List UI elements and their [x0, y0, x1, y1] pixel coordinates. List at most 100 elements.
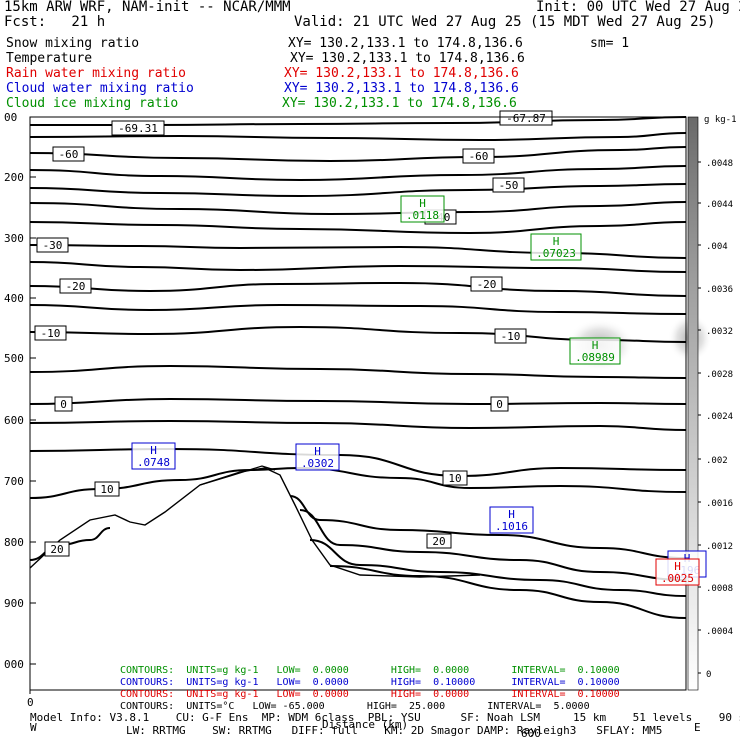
maximum-symbol: H	[314, 445, 321, 458]
contour-label-box	[490, 396, 509, 412]
x-right-marker: E	[694, 721, 701, 734]
contour-label: -30	[43, 239, 63, 252]
contour-legend-line: CONTOURS: UNITS=g kg-1 LOW= 0.0000 HIGH=…	[120, 677, 620, 688]
contour-label-box	[111, 120, 165, 136]
colorbar-tick-label: .0044	[706, 200, 733, 210]
y-tick-label: 00	[4, 111, 17, 124]
contour-label: -10	[501, 330, 521, 343]
temperature-contour	[29, 183, 687, 198]
terrain-ridge	[199, 465, 276, 486]
colorbar-tick-label: .0032	[706, 327, 733, 337]
field-xy-rain: XY= 130.2,133.1 to 174.8,136.6	[284, 66, 519, 81]
maximum-value: .07023	[536, 247, 576, 260]
colorbar-tick-label: .0008	[706, 584, 733, 594]
temperature-contour	[29, 364, 687, 379]
valid-time: Valid: 21 UTC Wed 27 Aug 25 (15 MDT Wed …	[294, 14, 716, 30]
x-tick-label: 600	[521, 727, 541, 740]
field-xy-cloud-water: XY= 130.2,133.1 to 174.8,136.6	[284, 81, 519, 96]
colorbar-tick-label: .004	[706, 242, 728, 252]
field-xy-temperature: XY= 130.2,133.1 to 174.8,136.6	[290, 51, 525, 66]
contour-label-box	[94, 481, 120, 497]
contour-label-box	[54, 396, 73, 412]
colorbar	[687, 116, 699, 691]
temperature-contour	[29, 466, 687, 499]
field-name-cloud-ice: Cloud ice mixing ratio	[6, 96, 179, 111]
colorbar-tick-label: .0004	[706, 627, 733, 637]
contour-label-box	[426, 533, 452, 549]
y-tick-label: 800	[4, 536, 24, 549]
temperature-contour	[329, 565, 687, 619]
field-xy-cloud-ice: XY= 130.2,133.1 to 174.8,136.6	[282, 96, 517, 111]
model-info-line: Model Info: V3.8.1 CU: G-F Ens MP: WDM 6…	[30, 711, 740, 724]
y-tick-label: 400	[4, 292, 24, 305]
maximum-value: .0748	[137, 456, 170, 469]
temperature-contour	[29, 146, 687, 163]
contour-label-box	[492, 177, 525, 193]
contour-label: -60	[469, 150, 489, 163]
maximum-symbol: H	[592, 339, 599, 352]
forecast-hour: Fcst: 21 h	[4, 14, 106, 30]
colorbar-tick-label: .0016	[706, 499, 733, 509]
contour-label-box	[36, 237, 69, 253]
colorbar-tick-label: .002	[706, 456, 728, 466]
maximum-value: .0118	[406, 209, 439, 222]
x-tick-label: 0	[27, 696, 34, 709]
maximum-box	[400, 195, 445, 223]
temperature-contour	[29, 397, 687, 406]
y-tick-label: 000	[4, 658, 24, 671]
contour-label: 0	[496, 398, 503, 411]
contour-label: -69.31	[118, 122, 158, 135]
contour-label-box	[59, 278, 92, 294]
y-tick-label: 600	[4, 414, 24, 427]
maximum-box	[569, 337, 621, 365]
contour-label-box	[44, 541, 70, 557]
temperature-contour	[29, 132, 687, 142]
temperature-contour	[309, 539, 687, 597]
contour-label: 10	[448, 472, 461, 485]
temperature-contour	[29, 419, 687, 431]
temperature-contour	[299, 509, 687, 581]
x-left-marker: W	[30, 721, 37, 734]
field-name-cloud-water: Cloud water mixing ratio	[6, 81, 194, 96]
init-time: Init: 00 UTC Wed 27 Aug 25	[536, 0, 740, 15]
temperature-contour	[29, 244, 687, 259]
model-title: 15km ARW WRF, NAM-init -- NCAR/MMM	[4, 0, 291, 15]
contour-label: -20	[66, 280, 86, 293]
contour-legend-line: CONTOURS: UNITS=°C LOW= -65.000 HIGH= 25…	[120, 701, 590, 712]
maximum-box	[489, 506, 534, 534]
contour-label-box	[442, 470, 468, 486]
x-axis-label: Distance (km)	[322, 718, 408, 731]
colorbar-units: g kg-1	[704, 115, 737, 125]
colorbar-tick-label: .0024	[706, 412, 733, 422]
contour-label: -10	[41, 327, 61, 340]
field-name-rain: Rain water mixing ratio	[6, 66, 187, 81]
colorbar-tick-label: .0048	[706, 159, 733, 169]
colorbar-tick-label: .0012	[706, 542, 733, 552]
terrain-outline	[29, 467, 481, 578]
contour-label-box	[34, 325, 67, 341]
contour-label: -67.87	[506, 112, 546, 125]
field-xy-snow: XY= 130.2,133.1 to 174.8,136.6	[288, 36, 523, 51]
contour-label: 0	[60, 398, 67, 411]
maximum-symbol: H	[553, 235, 560, 248]
y-tick-label: 300	[4, 232, 24, 245]
physics-info-line: LW: RRTMG SW: RRTMG DIFF: full KM: 2D Sm…	[126, 724, 663, 737]
contour-label: -60	[59, 148, 79, 161]
field-name-snow: Snow mixing ratio	[6, 36, 140, 51]
y-tick-label: 900	[4, 597, 24, 610]
maximum-symbol: H	[419, 197, 426, 210]
contour-label-box	[494, 328, 527, 344]
colorbar-tick-label: 0	[706, 670, 711, 680]
colorbar-tick-label: .0028	[706, 370, 733, 380]
contour-label-box	[470, 276, 503, 292]
contour-label-box	[499, 110, 553, 126]
temperature-contour	[29, 303, 687, 315]
maximum-symbol: H	[150, 444, 157, 457]
maximum-box	[131, 442, 176, 470]
temperature-contour	[29, 221, 687, 235]
maximum-box	[530, 233, 582, 261]
y-tick-label: 200	[4, 171, 24, 184]
contour-label-box	[462, 148, 495, 164]
colorbar-tick-label: .0036	[706, 285, 733, 295]
